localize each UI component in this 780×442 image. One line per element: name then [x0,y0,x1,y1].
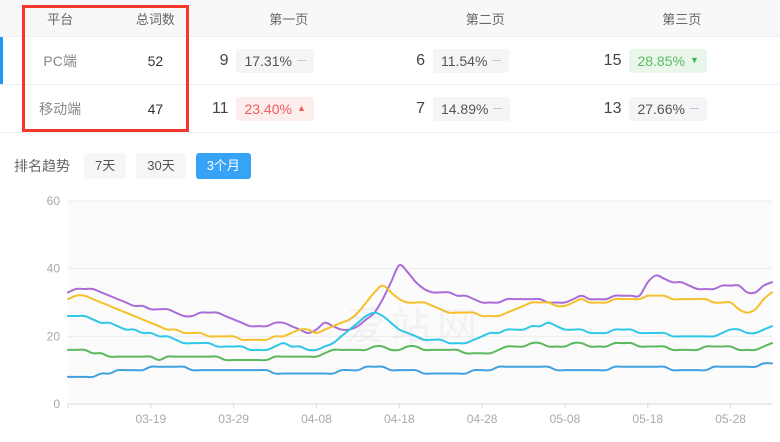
page-count: 13 [603,99,622,117]
column-header-total-keywords: 总词数 [120,0,191,37]
rank-trend-chart: 爱站网 020406003-1903-2904-0804-1804-2805-0… [0,189,780,434]
svg-text:03-19: 03-19 [135,412,166,426]
row-accent-bar [0,37,3,84]
column-header-platform: 平台 [0,0,121,37]
svg-text:05-18: 05-18 [632,412,663,426]
page-count: 7 [416,99,425,117]
tab-7-days[interactable]: 7天 [84,153,127,179]
chart-line-cyan [67,311,773,352]
column-header-page-1: 第一页 [190,0,387,37]
svg-text:05-08: 05-08 [550,412,581,426]
column-header-page-2: 第二页 [386,0,584,37]
cell-platform-mobile: 移动端 [0,84,121,133]
page-count: 15 [603,51,622,69]
percent-badge: 14.89% [432,96,511,121]
svg-text:04-18: 04-18 [384,412,415,426]
chart-line-green [67,341,773,362]
percent-badge: 27.66% [629,96,707,121]
svg-text:20: 20 [47,329,61,343]
svg-text:0: 0 [53,397,60,411]
percent-value: 14.89% [440,100,489,117]
cell-page-2-pc: 6 11.54% [386,36,584,85]
percent-badge: 17.31% [236,48,314,73]
cell-page-3-pc: 15 28.85% ▼ [583,36,780,85]
svg-text:04-28: 04-28 [467,412,498,426]
percent-badge: 28.85% ▼ [629,48,707,73]
chart-line-purple [67,263,773,334]
table-row[interactable]: PC端 52 9 17.31% 6 [0,36,780,85]
table-body: PC端 52 9 17.31% 6 [0,36,780,133]
percent-value: 17.31% [244,52,292,69]
cell-total-keywords-mobile: 47 [120,84,191,133]
table-header-row: 平台 总词数 第一页 第二页 第三页 [0,0,780,37]
cell-page-2-mobile: 7 14.89% [386,84,584,133]
rank-summary-table-container: 平台 总词数 第一页 第二页 第三页 PC端 52 9 17.31% [0,0,780,133]
table-header: 平台 总词数 第一页 第二页 第三页 [0,0,780,37]
trend-section-label: 排名趋势 [14,158,70,174]
platform-label: PC端 [43,52,77,69]
tab-3-months[interactable]: 3个月 [195,153,251,179]
cell-platform-pc: PC端 [0,36,121,85]
page-count: 6 [416,51,425,69]
svg-text:60: 60 [47,194,61,208]
chart-line-gold [67,284,773,341]
flat-dash-icon [689,108,699,109]
platform-label: 移动端 [39,100,82,117]
percent-value: 28.85% [637,52,685,69]
cell-page-3-mobile: 13 27.66% [583,84,780,133]
chart-line-blue [67,362,773,379]
percent-badge: 11.54% [432,48,510,73]
page-count: 11 [211,99,229,117]
cell-page-1-pc: 9 17.31% [190,36,387,85]
percent-value: 11.54% [440,52,488,69]
svg-text:04-08: 04-08 [301,412,332,426]
percent-badge: 23.40% ▲ [236,96,314,121]
cell-page-1-mobile: 11 23.40% ▲ [190,84,387,133]
tab-30-days[interactable]: 30天 [136,153,186,179]
column-header-page-3: 第三页 [583,0,780,37]
svg-text:40: 40 [47,262,61,276]
rank-trend-chart-svg: 0 20 40 60 03-19 03-29 04-08 04-18 04-28 05-08 05-… [47,194,773,426]
table-row[interactable]: 移动端 47 11 23.40% ▲ 7 [0,84,780,133]
percent-value: 23.40% [244,100,292,117]
triangle-up-icon: ▲ [296,103,306,113]
flat-dash-icon [296,60,306,61]
trend-controls: 排名趋势 7天 30天 3个月 [0,133,780,181]
percent-value: 27.66% [637,100,685,117]
flat-dash-icon [492,60,502,61]
svg-text:03-29: 03-29 [218,412,249,426]
triangle-down-icon: ▼ [689,55,699,65]
rank-summary-table: 平台 总词数 第一页 第二页 第三页 PC端 52 9 17.31% [0,0,780,133]
cell-total-keywords-pc: 52 [120,36,191,85]
flat-dash-icon [493,108,503,109]
page-count: 9 [219,51,229,69]
svg-text:05-28: 05-28 [715,412,746,426]
